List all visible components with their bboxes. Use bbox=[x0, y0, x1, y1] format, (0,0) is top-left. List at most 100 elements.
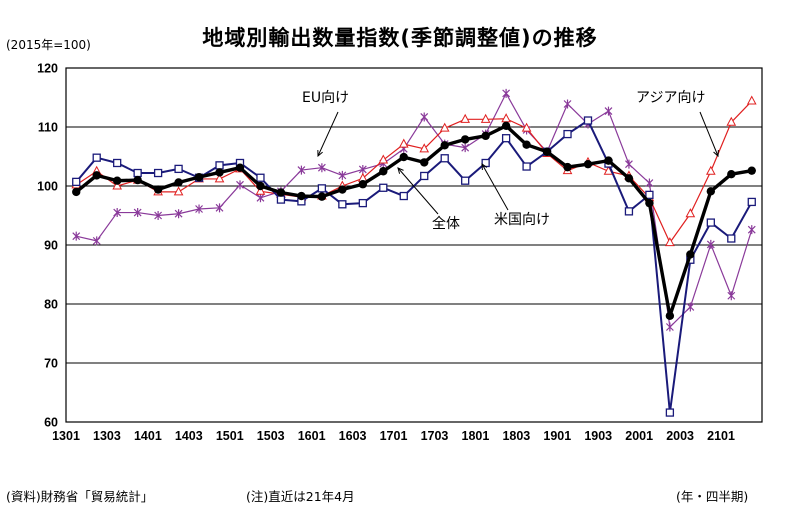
data-point bbox=[460, 113, 471, 123]
data-point bbox=[522, 140, 531, 149]
chart-title: 地域別輸出数量指数(季節調整値)の推移 bbox=[202, 26, 598, 50]
series-line-eu bbox=[76, 92, 753, 328]
data-point bbox=[645, 178, 654, 188]
x-tick-label: 1501 bbox=[216, 429, 244, 443]
x-tick-label: 1403 bbox=[175, 429, 203, 443]
data-point bbox=[195, 204, 203, 214]
data-point bbox=[481, 131, 490, 141]
annotation-arrowhead bbox=[481, 162, 488, 171]
series-eu bbox=[72, 88, 756, 332]
data-point bbox=[297, 191, 306, 201]
series-usa bbox=[72, 116, 756, 417]
data-point bbox=[460, 135, 470, 144]
x-tick-label: 1503 bbox=[257, 429, 285, 443]
data-point bbox=[746, 95, 757, 105]
data-point bbox=[133, 168, 142, 178]
data-point bbox=[276, 195, 286, 204]
data-point bbox=[461, 143, 470, 153]
data-point bbox=[604, 106, 613, 116]
data-point bbox=[173, 186, 184, 196]
data-point bbox=[624, 207, 634, 216]
series-line-usa bbox=[75, 119, 753, 414]
series-layer bbox=[71, 88, 757, 417]
x-tick-label: 2101 bbox=[707, 429, 735, 443]
data-point bbox=[440, 141, 449, 150]
data-point bbox=[686, 250, 695, 259]
data-point bbox=[338, 170, 347, 180]
data-point bbox=[72, 177, 81, 187]
data-point bbox=[604, 156, 613, 165]
data-point bbox=[665, 237, 675, 247]
data-point bbox=[665, 322, 674, 332]
data-point bbox=[379, 183, 388, 192]
data-point bbox=[706, 239, 715, 249]
data-point bbox=[727, 291, 736, 301]
data-point bbox=[563, 162, 572, 172]
x-tick-label: 1401 bbox=[134, 429, 162, 443]
x-tick-label: 1303 bbox=[93, 429, 121, 443]
data-point bbox=[113, 208, 122, 218]
annotation-leader-eu bbox=[317, 111, 339, 157]
data-point bbox=[112, 180, 123, 190]
data-point bbox=[113, 158, 122, 168]
data-point bbox=[92, 171, 101, 180]
x-tick-label: 1903 bbox=[584, 429, 612, 443]
data-point bbox=[522, 162, 531, 171]
data-point bbox=[215, 161, 224, 170]
data-point bbox=[72, 231, 81, 241]
data-point bbox=[625, 159, 633, 169]
data-point bbox=[399, 152, 408, 162]
data-point bbox=[256, 181, 265, 191]
y-tick-label: 60 bbox=[44, 416, 58, 430]
data-point bbox=[501, 121, 511, 131]
y-tick-label: 90 bbox=[44, 239, 58, 253]
data-point bbox=[378, 154, 389, 164]
annotation-asia: アジア向け bbox=[636, 90, 705, 106]
data-point bbox=[256, 173, 265, 182]
data-point bbox=[92, 236, 101, 246]
data-point bbox=[358, 198, 367, 208]
annotation-total: 全体 bbox=[432, 215, 460, 232]
data-point bbox=[420, 112, 429, 122]
x-tick-label: 2003 bbox=[666, 429, 694, 443]
data-point bbox=[153, 185, 163, 194]
data-point bbox=[480, 113, 491, 123]
data-point bbox=[72, 187, 81, 197]
data-point bbox=[461, 176, 470, 185]
data-point bbox=[747, 166, 756, 175]
x-tick-label: 1703 bbox=[421, 429, 449, 443]
data-point bbox=[685, 208, 696, 218]
annotation-arrowhead bbox=[317, 149, 323, 158]
annotation-arrowhead bbox=[713, 149, 719, 158]
x-tick-label: 1701 bbox=[380, 429, 408, 443]
y-tick-label: 110 bbox=[38, 121, 58, 135]
x-tick-label: 1901 bbox=[543, 429, 571, 443]
series-total bbox=[72, 121, 756, 320]
series-line-total bbox=[75, 124, 753, 318]
data-point bbox=[92, 153, 101, 162]
x-tick-label: 1801 bbox=[462, 429, 490, 443]
annotation-arrowhead bbox=[397, 167, 404, 174]
data-point bbox=[747, 225, 756, 235]
x-tick-label: 1603 bbox=[339, 429, 367, 443]
x-axis-unit-label: (年・四半期) bbox=[676, 489, 749, 504]
data-point bbox=[563, 99, 572, 109]
data-point bbox=[501, 134, 511, 143]
annotation-usa: 米国向け bbox=[494, 212, 550, 228]
data-point bbox=[501, 113, 511, 123]
data-point bbox=[133, 175, 142, 185]
data-point bbox=[399, 191, 408, 201]
data-point bbox=[358, 164, 367, 174]
data-point bbox=[133, 208, 142, 218]
data-point bbox=[665, 311, 675, 320]
data-point bbox=[563, 129, 572, 139]
plot-frame bbox=[65, 67, 763, 423]
y-tick-label: 80 bbox=[44, 298, 58, 312]
y-tick-label: 70 bbox=[44, 357, 58, 371]
data-point bbox=[583, 159, 593, 169]
series-line-asia bbox=[75, 100, 753, 244]
data-point bbox=[440, 154, 449, 163]
x-tick-label: 1803 bbox=[502, 429, 530, 443]
data-point bbox=[521, 122, 532, 132]
data-point bbox=[542, 147, 552, 156]
